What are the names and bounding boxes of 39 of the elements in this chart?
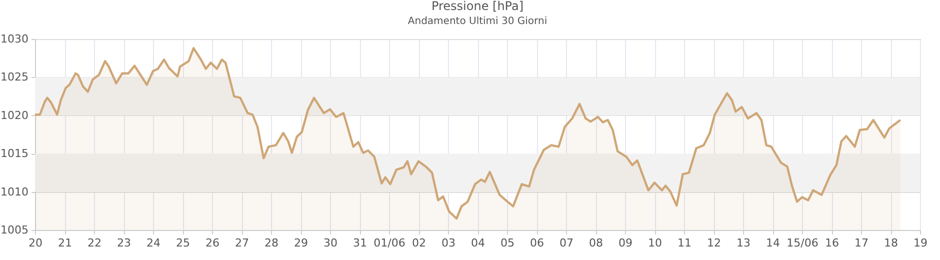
x-tick-label: 06: [530, 236, 544, 250]
x-tick-label: 14: [766, 236, 780, 250]
x-tick-label: 27: [235, 236, 249, 250]
x-tick-label: 13: [736, 236, 750, 250]
x-tick-label: 20: [28, 236, 42, 250]
x-tick-label: 21: [58, 236, 72, 250]
x-tick-label: 25: [176, 236, 190, 250]
y-tick-label: 1025: [0, 70, 28, 84]
x-tick-label: 03: [442, 236, 456, 250]
x-tick-label: 02: [412, 236, 426, 250]
y-tick-label: 1030: [0, 32, 28, 46]
x-tick-label: 12: [707, 236, 721, 250]
x-tick-label: 17: [854, 236, 868, 250]
x-tick-label: 23: [117, 236, 131, 250]
x-tick-label: 30: [324, 236, 338, 250]
x-tick-label: 07: [560, 236, 574, 250]
y-tick-label: 1020: [0, 108, 28, 122]
x-tick-label: 18: [884, 236, 898, 250]
x-tick-label: 09: [618, 236, 632, 250]
x-tick-label: 26: [206, 236, 220, 250]
x-tick-label: 24: [146, 236, 160, 250]
x-tick-label: 05: [500, 236, 514, 250]
x-tick-label: 28: [264, 236, 278, 250]
x-tick-label: 01/06: [374, 236, 406, 250]
x-tick-label: 04: [471, 236, 485, 250]
x-tick-label: 22: [88, 236, 102, 250]
y-tick-label: 1005: [0, 224, 28, 236]
x-tick-label: 08: [589, 236, 603, 250]
y-tick-label: 1010: [0, 185, 28, 198]
x-tick-label: 16: [825, 236, 839, 250]
x-tick-label: 29: [294, 236, 308, 250]
chart-subtitle: Andamento Ultimi 30 Giorni: [408, 16, 548, 27]
x-tick-label: 15/06: [786, 236, 818, 250]
x-tick-label: 10: [648, 236, 662, 250]
y-tick-label: 1015: [0, 147, 28, 160]
x-tick-label: 19: [914, 236, 928, 250]
chart-title: Pressione [hPa]: [431, 0, 524, 13]
x-tick-label: 11: [678, 236, 692, 250]
x-tick-label: 31: [353, 236, 367, 250]
